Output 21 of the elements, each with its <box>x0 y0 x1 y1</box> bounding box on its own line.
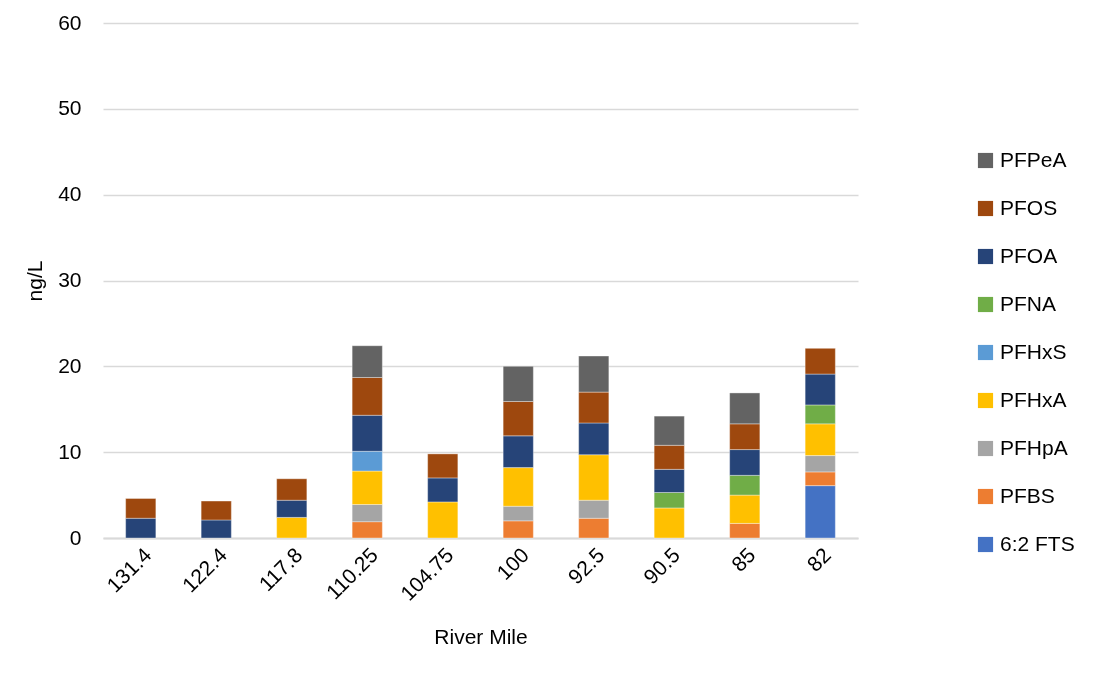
legend-label: PFBS <box>1000 483 1055 507</box>
legend-label: PFOA <box>1000 243 1058 267</box>
y-tick-label: 10 <box>58 439 82 463</box>
legend-label: PFNA <box>1000 291 1057 315</box>
y-tick-label: 20 <box>58 353 82 377</box>
y-tick-label: 50 <box>58 96 82 120</box>
x-tick-label: 85 <box>726 543 760 576</box>
y-tick-label: 0 <box>69 525 82 549</box>
legend-label: PFHxS <box>1000 339 1067 363</box>
x-tick-label: 100 <box>492 543 534 585</box>
y-tick-label: 60 <box>58 10 82 34</box>
y-axis-title: ng/L <box>23 260 47 302</box>
legend-label: PFPeA <box>1000 147 1067 171</box>
legend-label: 6:2 FTS <box>1000 531 1075 555</box>
y-tick-label: 40 <box>58 182 82 206</box>
legend-label: PFOS <box>1000 195 1058 219</box>
x-axis-title: River Mile <box>434 624 528 648</box>
legend-label: PFHxA <box>1000 387 1067 411</box>
y-tick-label: 30 <box>58 268 82 291</box>
x-tick-label: 82 <box>802 543 836 576</box>
legend-label: PFHpA <box>1000 435 1068 459</box>
